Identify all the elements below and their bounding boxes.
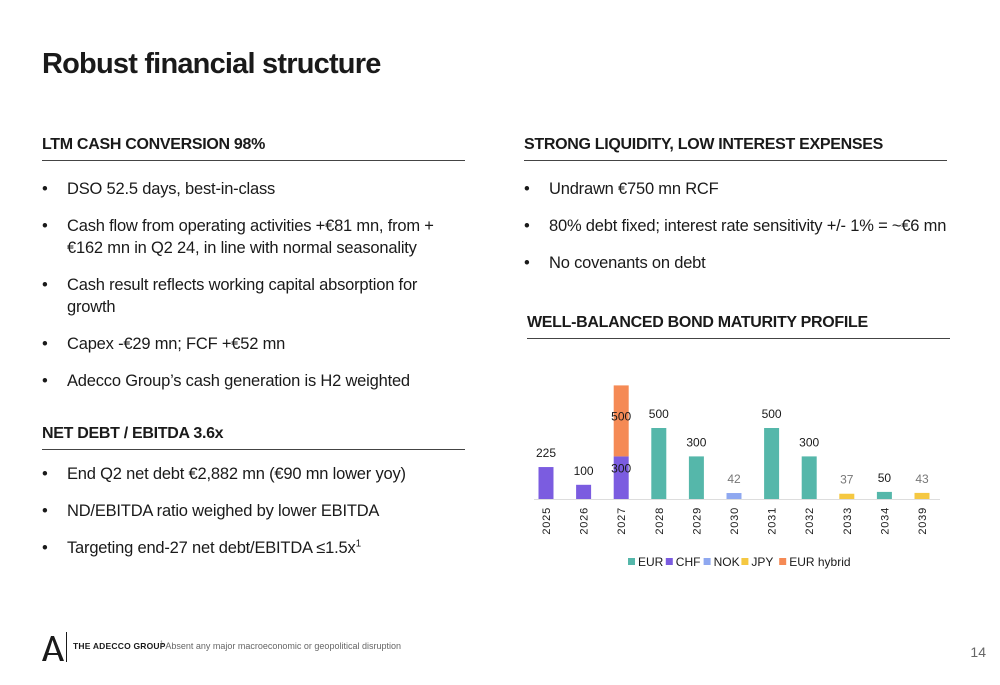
bar-chf — [576, 484, 592, 499]
legend-entry: JPY — [751, 555, 773, 569]
adecco-logo-icon — [42, 636, 64, 661]
x-tick-label: 2029 — [691, 507, 703, 535]
bullet-item: End Q2 net debt €2,882 mn (€90 mn lower … — [42, 463, 467, 485]
x-tick-label: 2028 — [654, 507, 666, 535]
legend-entry: NOK — [714, 555, 740, 569]
legend-entry: EUR — [638, 555, 664, 569]
data-label: 500 — [611, 409, 631, 423]
x-tick-label: 2039 — [917, 507, 929, 535]
bullet-item: 80% debt fixed; interest rate sensitivit… — [524, 215, 954, 237]
bar-chf — [538, 467, 554, 499]
bullet-item: Capex -€29 mn; FCF +€52 mn — [42, 333, 467, 355]
bond-maturity-chart: 225 2025 100 2026 300 500 2027 500 2028 300 2029 42… — [534, 385, 940, 569]
data-label: 500 — [762, 407, 782, 421]
data-label: 500 — [649, 407, 669, 421]
bar-eur-hybrid — [613, 385, 629, 457]
legend-swatch — [703, 558, 711, 565]
bar-jpy — [839, 493, 855, 499]
x-tick-label: 2034 — [879, 507, 891, 535]
bullet-item: Targeting end-27 net debt/EBITDA ≤1.5x1 — [42, 537, 467, 559]
data-label: 43 — [915, 472, 929, 486]
page-number: 14 — [970, 644, 986, 660]
footer-divider — [66, 632, 67, 662]
bar-eur — [688, 456, 704, 499]
page-title: Robust financial structure — [42, 48, 381, 80]
footnote-marker: 1 — [355, 538, 362, 550]
x-tick-label: 2033 — [842, 507, 854, 535]
section-heading-liquidity: STRONG LIQUIDITY, LOW INTEREST EXPENSES — [524, 136, 947, 161]
bullet-item: ND/EBITDA ratio weighed by lower EBITDA — [42, 500, 467, 522]
legend-entry: CHF — [676, 555, 701, 569]
data-label: 42 — [727, 472, 741, 486]
data-label: 100 — [574, 464, 594, 478]
bar-eur — [764, 428, 780, 499]
liquidity-list: Undrawn €750 mn RCF 80% debt fixed; inte… — [524, 178, 954, 274]
data-label: 300 — [611, 461, 631, 475]
bullet-text: Targeting end-27 net debt/EBITDA ≤1.5x — [67, 539, 356, 557]
section-heading-cash-conversion: LTM CASH CONVERSION 98% — [42, 136, 465, 161]
x-tick-label: 2026 — [579, 507, 591, 535]
data-label: 300 — [686, 435, 706, 449]
bar-jpy — [914, 492, 930, 499]
x-tick-label: 2031 — [767, 507, 779, 535]
legend-swatch — [779, 558, 787, 565]
x-tick-label: 2025 — [541, 507, 553, 535]
bar-nok — [726, 493, 742, 499]
bullet-item: DSO 52.5 days, best-in-class — [42, 178, 467, 200]
legend-swatch — [741, 558, 749, 565]
bar-eur — [876, 491, 892, 499]
x-tick-label: 2027 — [616, 507, 628, 535]
footnote-text: Absent any major macroeconomic or geopol… — [165, 641, 401, 651]
data-label: 300 — [799, 435, 819, 449]
footer-brand: THE ADECCO GROUP — [73, 641, 166, 651]
bullet-item: No covenants on debt — [524, 252, 954, 274]
legend-entry: EUR hybrid — [789, 555, 850, 569]
bullet-item: Cash flow from operating activities +€81… — [42, 215, 467, 259]
footnote-marker: 1 — [160, 641, 164, 647]
data-label: 225 — [536, 446, 556, 460]
bullet-item: Cash result reflects working capital abs… — [42, 274, 467, 318]
section-heading-bond-maturity: WELL-BALANCED BOND MATURITY PROFILE — [527, 314, 950, 339]
section-heading-net-debt: NET DEBT / EBITDA 3.6x — [42, 425, 465, 450]
bar-eur — [651, 428, 667, 499]
footnote: 1 Absent any major macroeconomic or geop… — [160, 641, 401, 651]
data-label: 50 — [878, 471, 892, 485]
x-tick-label: 2030 — [729, 507, 741, 535]
legend-swatch — [665, 558, 673, 565]
net-debt-list: End Q2 net debt €2,882 mn (€90 mn lower … — [42, 463, 467, 559]
cash-conversion-list: DSO 52.5 days, best-in-class Cash flow f… — [42, 178, 467, 392]
x-tick-label: 2032 — [804, 507, 816, 535]
bar-chf — [613, 456, 629, 499]
data-label: 37 — [840, 473, 854, 487]
bullet-item: Adecco Group’s cash generation is H2 wei… — [42, 370, 467, 392]
legend-swatch — [628, 558, 635, 565]
bullet-item: Undrawn €750 mn RCF — [524, 178, 954, 200]
bar-eur — [801, 456, 817, 499]
